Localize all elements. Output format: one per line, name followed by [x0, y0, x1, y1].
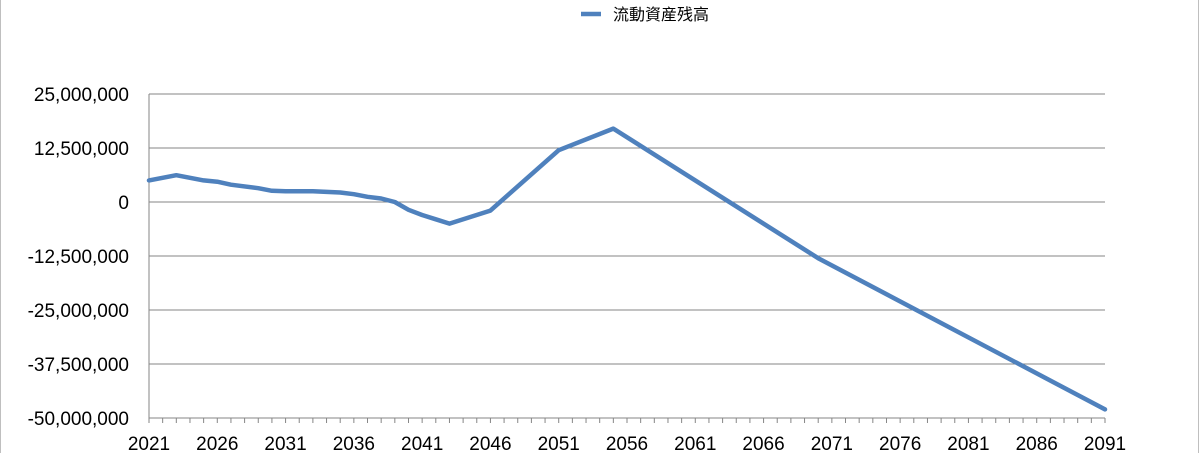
series-line-0 — [146, 126, 1108, 412]
y-tick-label: 12,500,000 — [34, 139, 129, 160]
y-tick-label: -12,500,000 — [28, 247, 129, 268]
x-tick-label: 2091 — [1084, 434, 1126, 453]
x-tick-label: 2021 — [128, 434, 170, 453]
y-tick-label: -37,500,000 — [28, 355, 129, 376]
x-tick-label: 2061 — [674, 434, 716, 453]
y-tick-label: 0 — [118, 193, 129, 214]
x-tick-label: 2041 — [401, 434, 443, 453]
x-tick-label: 2056 — [606, 434, 648, 453]
x-tick-label: 2076 — [879, 434, 921, 453]
x-tick-label: 2081 — [947, 434, 989, 453]
y-tick-label: -25,000,000 — [28, 301, 129, 322]
legend-label: 流動資産残高 — [613, 5, 709, 24]
x-tick-label: 2071 — [811, 434, 853, 453]
y-tick-label: -50,000,000 — [28, 409, 129, 430]
x-tick-label: 2066 — [742, 434, 784, 453]
x-tick-label: 2031 — [264, 434, 306, 453]
x-tick-label: 2026 — [196, 434, 238, 453]
x-tick-label: 2036 — [333, 434, 375, 453]
x-tick-label: 2051 — [538, 434, 580, 453]
x-tick-label: 2046 — [469, 434, 511, 453]
x-tick-label: 2086 — [1016, 434, 1058, 453]
y-tick-label: 25,000,000 — [34, 85, 129, 106]
